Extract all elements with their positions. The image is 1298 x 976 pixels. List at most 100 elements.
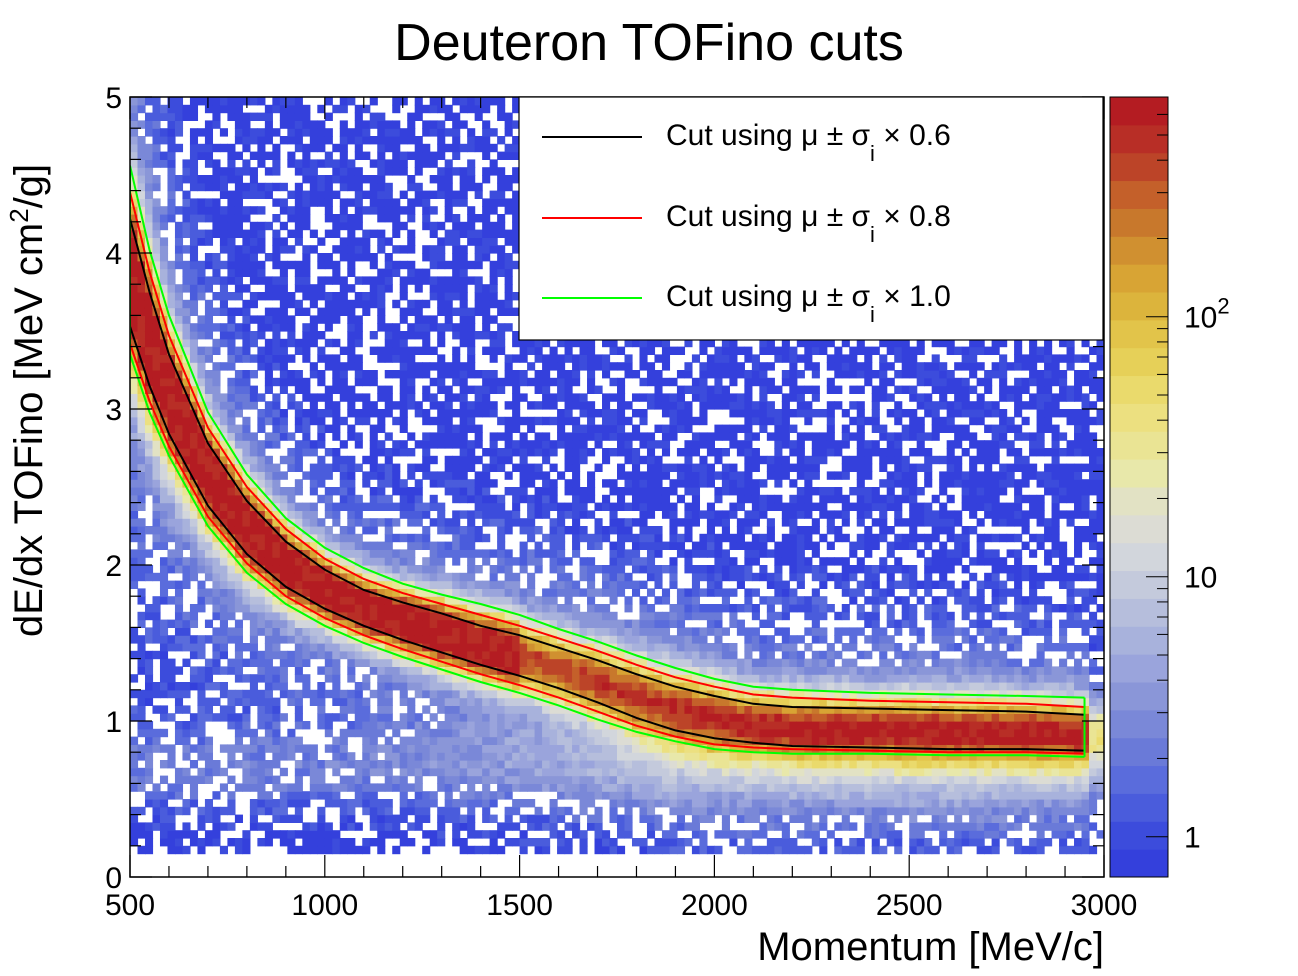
- heatmap-cell: [167, 401, 176, 410]
- heatmap-cell: [339, 799, 348, 808]
- heatmap-cell: [474, 705, 483, 714]
- heatmap-cell: [609, 666, 618, 675]
- heatmap-cell: [347, 159, 356, 168]
- heatmap-cell: [542, 814, 551, 823]
- heatmap-cell: [137, 136, 146, 145]
- heatmap-cell: [437, 635, 446, 644]
- heatmap-cell: [219, 783, 228, 792]
- heatmap-cell: [489, 237, 498, 246]
- heatmap-cell: [429, 221, 438, 231]
- heatmap-cell: [159, 666, 169, 675]
- heatmap-cell: [324, 799, 333, 808]
- heatmap-cell: [130, 705, 139, 714]
- heatmap-cell: [197, 752, 206, 761]
- heatmap-cell: [512, 198, 521, 207]
- heatmap-cell: [557, 791, 566, 800]
- heatmap-cell: [130, 409, 139, 418]
- heatmap-cell: [482, 393, 491, 402]
- heatmap-cell: [489, 370, 498, 379]
- heatmap-cell: [489, 97, 498, 106]
- heatmap-cell: [227, 721, 236, 730]
- heatmap-cell: [399, 643, 408, 652]
- heatmap-cell: [384, 331, 393, 340]
- heatmap-cell: [504, 682, 513, 691]
- heatmap-cell: [369, 136, 378, 145]
- heatmap-cell: [174, 721, 184, 730]
- heatmap-cell: [407, 518, 416, 527]
- heatmap-cell: [384, 775, 393, 784]
- heatmap-cell: [152, 331, 161, 340]
- heatmap-cell: [144, 767, 154, 777]
- heatmap-cell: [437, 143, 446, 153]
- heatmap-cell: [332, 697, 341, 706]
- heatmap-cell: [399, 713, 408, 722]
- heatmap-cell: [631, 682, 641, 691]
- heatmap-cell: [227, 463, 236, 472]
- heatmap-cell: [242, 229, 251, 238]
- heatmap-cell: [602, 713, 611, 722]
- heatmap-cell: [594, 791, 603, 800]
- heatmap-cell: [287, 323, 296, 332]
- heatmap-cell: [130, 198, 139, 207]
- heatmap-cell: [579, 744, 588, 753]
- heatmap-cell: [437, 518, 446, 527]
- heatmap-cell: [437, 588, 446, 597]
- heatmap-cell: [384, 822, 393, 831]
- heatmap-cell: [459, 377, 468, 387]
- heatmap-cell: [437, 705, 446, 714]
- heatmap-cell: [324, 151, 333, 160]
- heatmap-cell: [504, 299, 513, 309]
- heatmap-cell: [422, 416, 431, 426]
- heatmap-cell: [399, 276, 408, 285]
- heatmap-cell: [294, 713, 303, 722]
- heatmap-cell: [347, 229, 356, 238]
- heatmap-cell: [332, 518, 341, 527]
- heatmap-cell: [617, 580, 626, 589]
- heatmap-cell: [302, 338, 311, 348]
- heatmap-cell: [152, 175, 161, 184]
- heatmap-cell: [579, 455, 588, 465]
- heatmap-cell: [437, 814, 446, 823]
- heatmap-cell: [602, 362, 611, 371]
- heatmap-cell: [144, 292, 154, 301]
- heatmap-cell: [137, 284, 146, 293]
- heatmap-cell: [519, 635, 528, 644]
- heatmap-cell: [339, 806, 348, 816]
- heatmap-cell: [512, 409, 521, 418]
- heatmap-cell: [482, 580, 491, 589]
- heatmap-cell: [219, 440, 228, 449]
- heatmap-cell: [144, 112, 154, 121]
- heatmap-cell: [399, 315, 408, 324]
- heatmap-cell: [234, 604, 243, 613]
- heatmap-cell: [609, 682, 618, 691]
- heatmap-cell: [437, 479, 446, 488]
- heatmap-cell: [407, 744, 416, 753]
- heatmap-cell: [452, 323, 461, 332]
- heatmap-cell: [347, 401, 356, 410]
- heatmap-cell: [452, 557, 461, 566]
- heatmap-cell: [504, 783, 513, 792]
- heatmap-cell: [452, 479, 461, 488]
- heatmap-cell: [279, 377, 288, 387]
- heatmap-cell: [317, 370, 326, 379]
- heatmap-cell: [497, 611, 506, 621]
- heatmap-cell: [489, 229, 498, 238]
- heatmap-cell: [414, 315, 423, 324]
- heatmap-cell: [279, 221, 288, 231]
- heatmap-cell: [572, 627, 581, 636]
- heatmap-cell: [152, 362, 161, 371]
- heatmap-cell: [294, 572, 303, 582]
- heatmap-cell: [504, 580, 513, 589]
- heatmap-cell: [354, 331, 363, 340]
- heatmap-cell: [399, 838, 408, 847]
- heatmap-cell: [204, 448, 214, 457]
- heatmap-cell: [549, 705, 558, 714]
- heatmap-cell: [227, 455, 236, 465]
- heatmap-cell: [527, 822, 536, 831]
- heatmap-cell: [137, 533, 146, 543]
- heatmap-cell: [422, 214, 431, 223]
- heatmap-cell: [542, 448, 551, 457]
- heatmap-cell: [339, 416, 348, 426]
- heatmap-cell: [422, 845, 431, 855]
- heatmap-cell: [407, 206, 416, 215]
